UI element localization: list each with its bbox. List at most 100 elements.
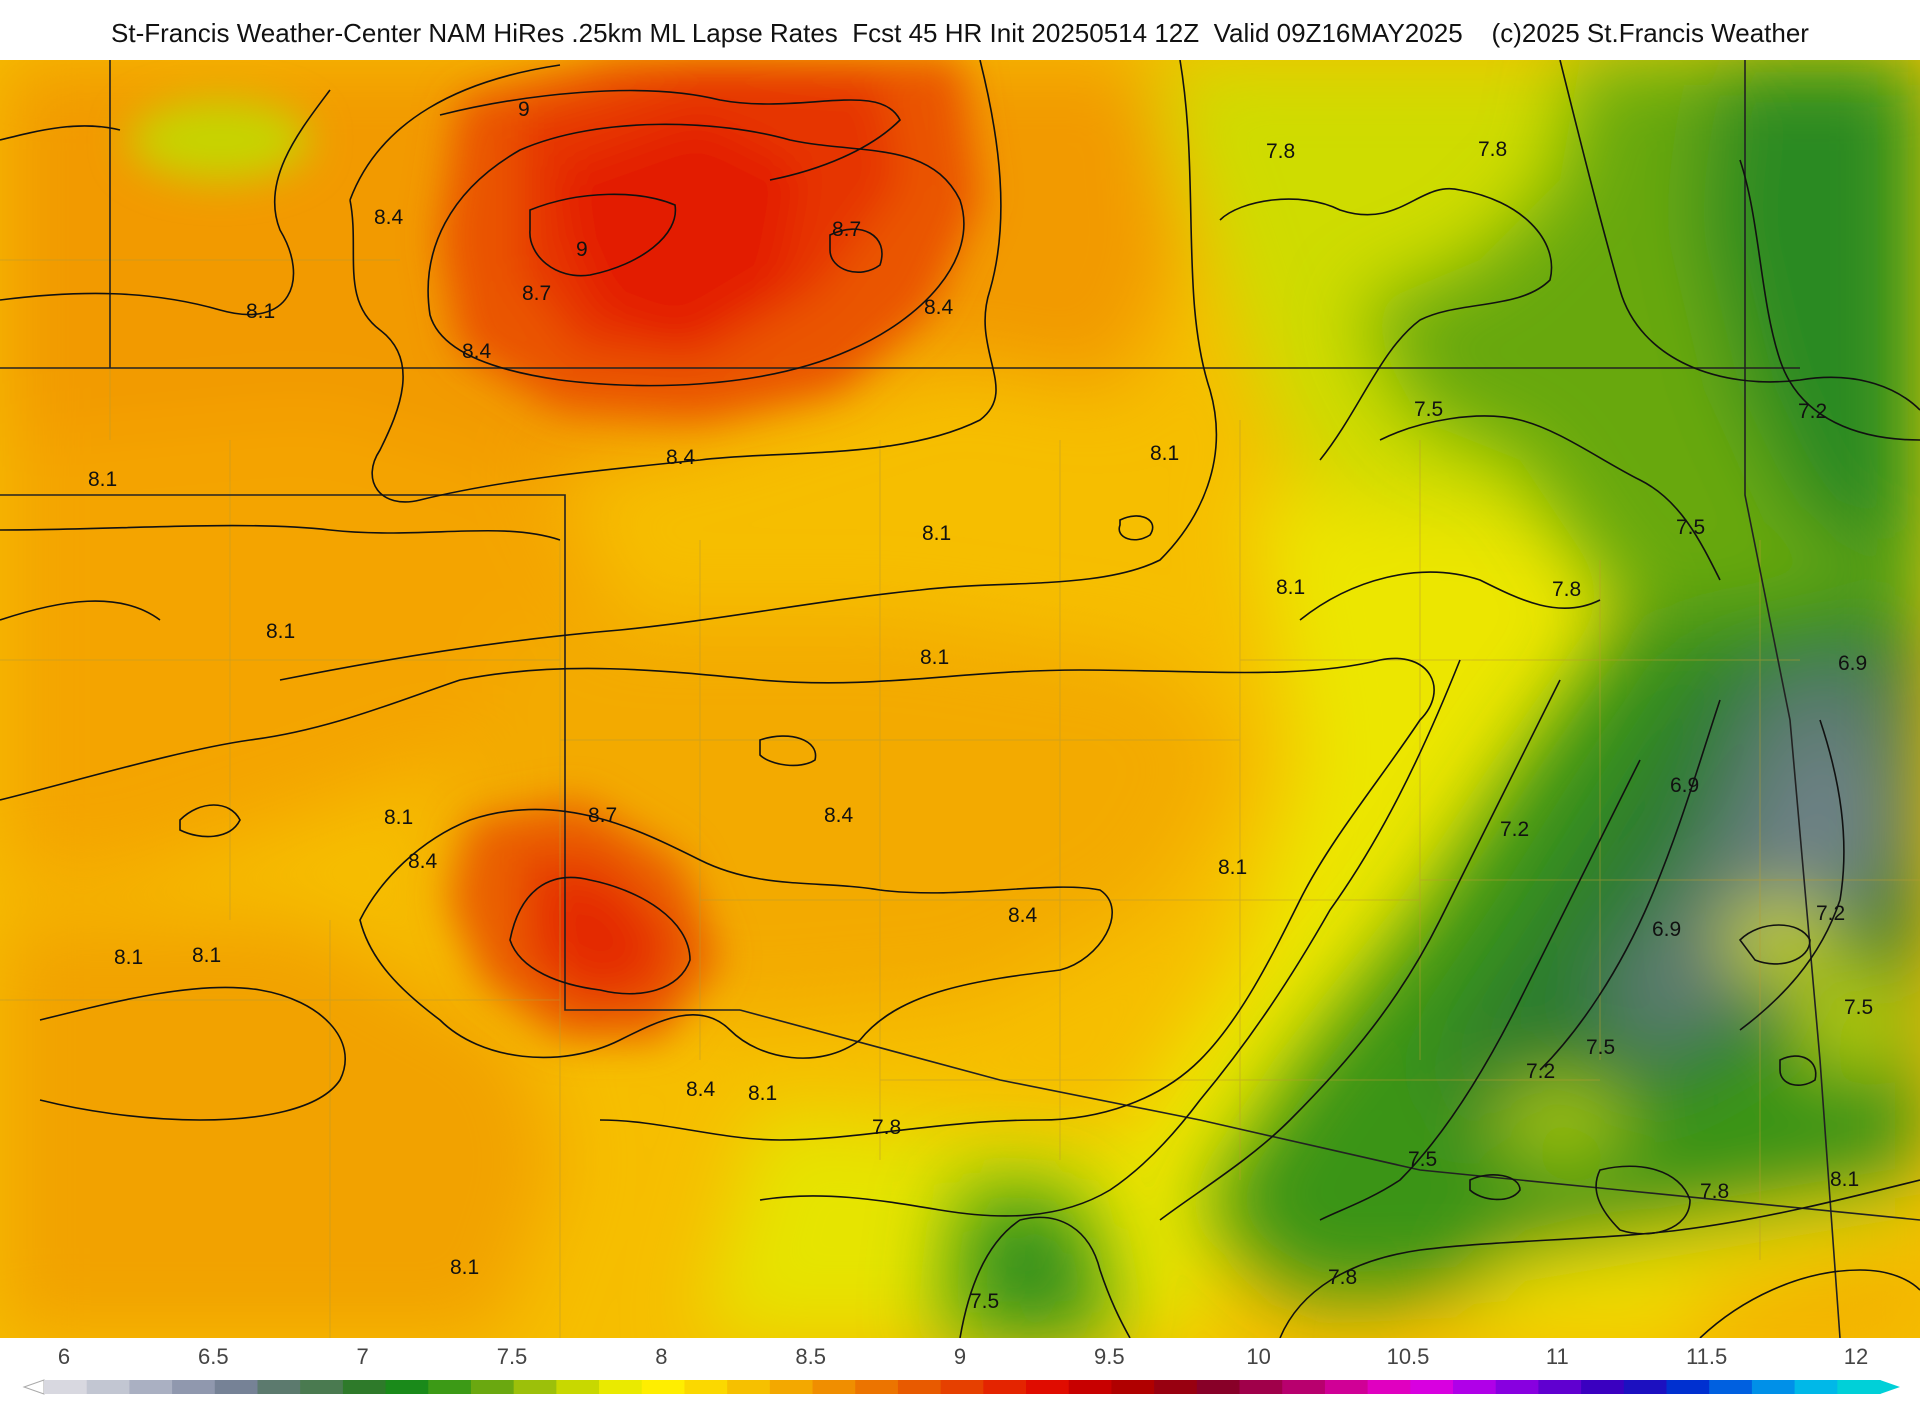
colorbar-tick-label: 8.5 <box>795 1344 826 1369</box>
colorbar-swatch <box>983 1380 1027 1394</box>
colorbar-swatch <box>428 1380 472 1394</box>
contour-label: 8.4 <box>1008 904 1038 927</box>
state-borders <box>0 60 1920 1338</box>
colorbar-swatch <box>214 1380 259 1394</box>
colorbar-swatch <box>1367 1380 1411 1394</box>
contour-label: 8.1 <box>88 468 117 491</box>
colorbar-swatch <box>855 1380 899 1394</box>
colorbar-tick-label: 8 <box>655 1344 667 1369</box>
colorbar-swatch <box>556 1380 600 1394</box>
contour-label: 8.1 <box>384 806 413 829</box>
colorbar-swatch <box>1495 1380 1540 1394</box>
contour-label: 7.8 <box>1700 1180 1729 1203</box>
contour-label: 7.8 <box>872 1116 901 1139</box>
colorbar-swatch <box>897 1380 942 1394</box>
contour-label: 6.9 <box>1670 774 1699 797</box>
contour-label: 7.5 <box>1414 398 1443 421</box>
contour-label: 7.5 <box>1408 1148 1437 1171</box>
colorbar-swatch <box>300 1380 344 1394</box>
colorbar-swatch <box>1196 1380 1241 1394</box>
colorbar-swatch <box>1623 1380 1668 1394</box>
colorbar-swatch <box>1751 1380 1796 1394</box>
colorbar-swatch <box>470 1380 515 1394</box>
contour-label: 7.5 <box>1676 516 1705 539</box>
colorbar-tick-label: 9.5 <box>1094 1344 1125 1369</box>
colorbar-swatch <box>599 1380 643 1394</box>
colorbar-tick-label: 7.5 <box>497 1344 528 1369</box>
colorbar-tick-label: 11 <box>1546 1344 1569 1369</box>
colorbar-swatch <box>641 1380 686 1394</box>
contour-label: 8.1 <box>192 944 221 967</box>
colorbar-swatch <box>1794 1380 1838 1394</box>
shaded-field <box>0 60 1920 1338</box>
colorbar-max-arrow <box>1880 1380 1900 1394</box>
colorbar-tick-label: 6.5 <box>198 1344 229 1369</box>
contour-label: 8.1 <box>1276 576 1305 599</box>
contour-label: 7.2 <box>1798 400 1827 423</box>
contour-label: 9 <box>576 238 588 261</box>
contour-label: 8.4 <box>374 206 404 229</box>
colorbar-tick-label: 11.5 <box>1686 1344 1727 1369</box>
colorbar-tick-label: 9 <box>954 1344 966 1369</box>
colorbar: 6 6.5 7 7.5 8 8.5 9 9.5 10 10.5 11 11.5 12 <box>0 1338 1920 1400</box>
colorbar-swatch <box>44 1380 88 1394</box>
colorbar-swatch <box>1709 1380 1753 1394</box>
contour-label: 9 <box>518 98 530 121</box>
contour-label: 7.8 <box>1552 578 1581 601</box>
colorbar-swatch <box>1068 1380 1113 1394</box>
colorbar-swatch <box>513 1380 557 1394</box>
contour-label: 8.1 <box>246 300 275 323</box>
contour-label: 7.2 <box>1816 902 1845 925</box>
contour-label: 6.9 <box>1652 918 1681 941</box>
colorbar-swatch <box>86 1380 130 1394</box>
colorbar-swatch <box>1026 1380 1070 1394</box>
contour-label: 7.5 <box>1844 996 1873 1019</box>
colorbar-swatch <box>1538 1380 1582 1394</box>
colorbar-swatch <box>1111 1380 1155 1394</box>
colorbar-tick-label: 10 <box>1246 1344 1270 1369</box>
colorbar-swatches <box>22 1379 1900 1395</box>
contour-label: 8.4 <box>462 340 492 363</box>
colorbar-tick-labels: 6 6.5 7 7.5 8 8.5 9 9.5 10 10.5 11 11.5 12 <box>58 1344 1868 1369</box>
contour-label: 8.4 <box>666 446 696 469</box>
colorbar-min-arrow <box>22 1379 45 1395</box>
contour-label: 8.4 <box>408 850 438 873</box>
colorbar-tick-label: 7 <box>357 1344 369 1369</box>
map-title: St-Francis Weather-Center NAM HiRes .25k… <box>111 18 1809 48</box>
colorbar-swatch <box>172 1380 216 1394</box>
colorbar-swatch <box>940 1380 984 1394</box>
colorbar-swatch <box>1837 1380 1881 1394</box>
contour-label: 8.7 <box>588 804 617 827</box>
contour-label: 8.1 <box>450 1256 479 1279</box>
contour-label: 7.5 <box>970 1290 999 1313</box>
colorbar-swatch <box>257 1380 301 1394</box>
contour-label: 8.7 <box>522 282 551 305</box>
contour-label: 8.4 <box>924 296 954 319</box>
colorbar-swatch <box>727 1380 771 1394</box>
colorbar-swatch <box>812 1380 856 1394</box>
contour-label: 8.4 <box>686 1078 716 1101</box>
contour-label: 8.1 <box>1150 442 1179 465</box>
contour-label: 7.5 <box>1586 1036 1615 1059</box>
colorbar-swatch <box>1282 1380 1326 1394</box>
contour-label: 8.1 <box>748 1082 777 1105</box>
contour-label: 7.2 <box>1526 1060 1555 1083</box>
colorbar-swatch <box>769 1380 814 1394</box>
colorbar-swatch <box>1581 1380 1625 1394</box>
colorbar-tick-label: 6 <box>58 1344 70 1369</box>
contour-label: 7.8 <box>1478 138 1507 161</box>
contour-label: 8.1 <box>922 522 951 545</box>
colorbar-swatch <box>1324 1380 1369 1394</box>
contour-label: 7.2 <box>1500 818 1529 841</box>
colorbar-swatch <box>684 1380 728 1394</box>
contour-label: 6.9 <box>1838 652 1867 675</box>
contour-lines <box>0 60 1920 1338</box>
colorbar-swatch <box>1453 1380 1497 1394</box>
colorbar-tick-label: 12 <box>1844 1344 1868 1369</box>
colorbar-swatch <box>385 1380 429 1394</box>
colorbar-swatch <box>129 1380 173 1394</box>
colorbar-tick-label: 10.5 <box>1387 1344 1430 1369</box>
contour-label: 8.1 <box>266 620 295 643</box>
colorbar-swatch <box>1666 1380 1710 1394</box>
colorbar-swatch <box>1239 1380 1283 1394</box>
